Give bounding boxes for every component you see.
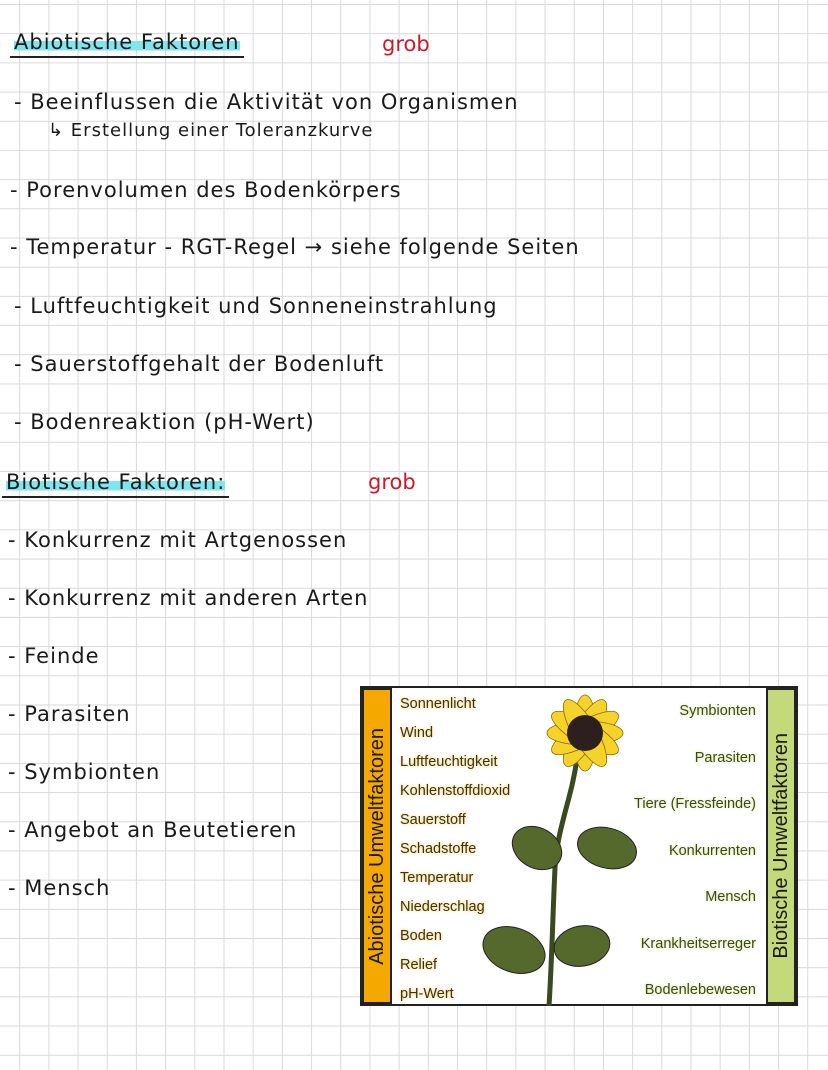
abiotic-line: - Porenvolumen des Bodenkörpers [10, 178, 402, 202]
biotic-note: grob [368, 470, 416, 494]
biotic-factor: Konkurrenten [668, 842, 756, 859]
biotic-bar: Biotische Umweltfaktoren [766, 688, 796, 1004]
sunflower-illustration [482, 694, 637, 1006]
abiotic-bar: Abiotische Umweltfaktoren [362, 688, 392, 1004]
biotic-factor: Symbionten [679, 703, 756, 719]
abiotic-line: - Sauerstoffgehalt der Bodenluft [14, 352, 385, 376]
biotic-factor: Parasiten [694, 749, 756, 766]
abiotic-factor: Wind [400, 725, 434, 741]
abiotic-factor: Sonnenlicht [400, 696, 476, 712]
biotic-line: - Mensch [8, 876, 111, 900]
abiotic-note: grob [382, 32, 430, 56]
abiotic-factor: Sauerstoff [400, 812, 466, 828]
biotic-factor: Krankheitserreger [640, 935, 756, 952]
abiotic-line: - Beeinflussen die Aktivität von Organis… [14, 90, 519, 114]
biotic-line: - Feinde [8, 644, 100, 668]
abiotic-line: - Temperatur - RGT-Regel → siehe folgend… [10, 235, 580, 259]
abiotic-line: - Bodenreaktion (pH-Wert) [14, 410, 315, 434]
biotic-line: - Parasiten [8, 702, 131, 726]
biotic-heading: Biotische Faktoren: [2, 470, 230, 498]
abiotic-factor: Kohlenstoffdioxid [400, 783, 511, 799]
abiotic-factor: Schadstoffe [400, 841, 477, 857]
biotic-factor-list: Symbionten Parasiten Tiere (Fressfeinde)… [634, 696, 756, 1022]
biotic-factor: Tiere (Fressfeinde) [634, 796, 756, 812]
sunflower-figure: Abiotische Umweltfaktoren Biotische Umwe… [360, 686, 798, 1006]
biotic-line: - Symbionten [8, 760, 161, 784]
biotic-line: - Angebot an Beutetieren [8, 818, 298, 842]
abiotic-factor: Luftfeuchtigkeit [400, 754, 498, 770]
abiotic-line: ↳ Erstellung einer Toleranzkurve [48, 120, 374, 141]
abiotic-factor: Temperatur [400, 870, 474, 886]
abiotic-factor: pH-Wert [400, 986, 454, 1002]
abiotic-heading: Abiotische Faktoren [10, 30, 244, 58]
biotic-factor: Mensch [705, 889, 756, 905]
biotic-line: - Konkurrenz mit anderen Arten [8, 586, 369, 610]
abiotic-factor: Boden [400, 928, 442, 944]
abiotic-factor: Niederschlag [400, 899, 485, 915]
abiotic-factor: Relief [400, 957, 438, 973]
biotic-line: - Konkurrenz mit Artgenossen [8, 528, 348, 552]
abiotic-factor-list: Sonnenlicht Wind Luftfeuchtigkeit Kohlen… [400, 690, 510, 1009]
biotic-factor: Bodenlebewesen [644, 982, 756, 998]
abiotic-line: - Luftfeuchtigkeit und Sonneneinstrahlun… [14, 294, 498, 318]
